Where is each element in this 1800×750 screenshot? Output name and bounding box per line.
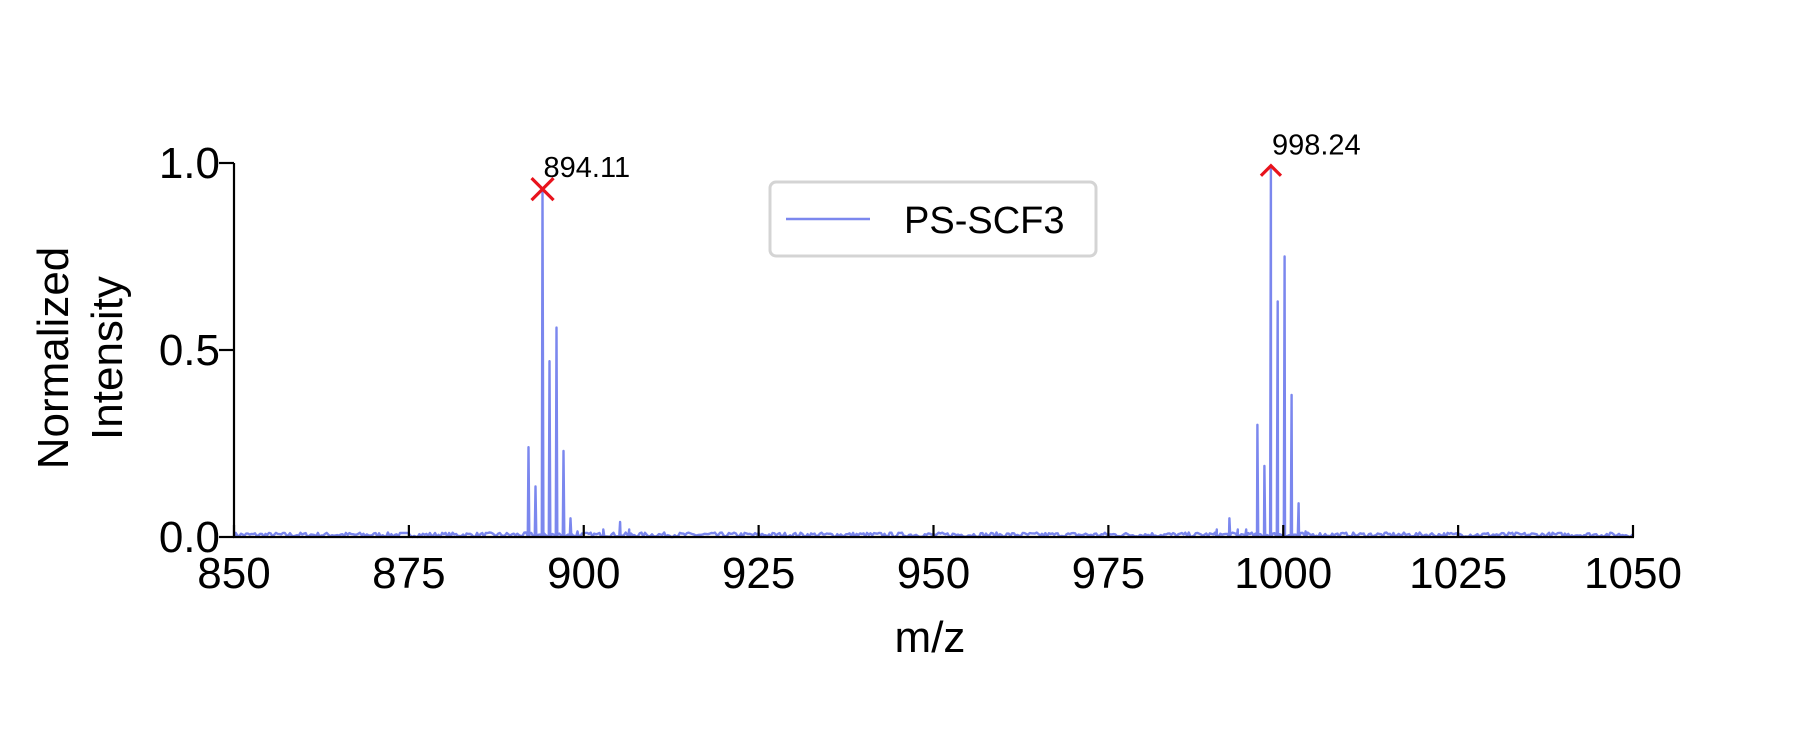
peak-marker-caret bbox=[1259, 163, 1283, 177]
legend-box bbox=[768, 180, 1098, 258]
peak-annotation-894-11: 894.11 bbox=[530, 152, 631, 202]
x-tick-label: 1000 bbox=[1234, 549, 1332, 598]
legend-entry-label: PS-SCF3 bbox=[904, 200, 1064, 242]
x-tick-label: 900 bbox=[547, 549, 620, 598]
x-tick-label: 975 bbox=[1072, 549, 1145, 598]
series-line-ps-scf3 bbox=[232, 165, 1634, 539]
x-tick-label: 1050 bbox=[1584, 549, 1682, 598]
y-axis-title-line-1: Normalized bbox=[29, 247, 78, 470]
y-tick-label: 1.0 bbox=[159, 139, 220, 188]
peak-annotation-998-24: 998.24 bbox=[1259, 130, 1361, 177]
x-tick-label: 950 bbox=[897, 549, 970, 598]
peak-label: 894.11 bbox=[544, 152, 631, 184]
x-axis-title: m/z bbox=[895, 613, 966, 662]
x-tick-label: 1025 bbox=[1409, 549, 1507, 598]
x-tick-label: 925 bbox=[722, 549, 795, 598]
ticks: 850 875 900 925 950 975 1000 1025 1050 0.0 0.5 1.0 bbox=[159, 139, 1682, 598]
y-tick-label: 0.0 bbox=[159, 513, 220, 562]
peak-label: 998.24 bbox=[1272, 130, 1361, 162]
peak-marker-x bbox=[530, 177, 555, 202]
x-tick-label: 875 bbox=[372, 549, 445, 598]
y-tick-label: 0.5 bbox=[159, 326, 220, 375]
spectrum-series bbox=[232, 165, 1634, 539]
x-tick-label: 850 bbox=[197, 549, 270, 598]
peak-annotations: 894.11 998.24 bbox=[530, 130, 1361, 202]
y-axis-title-line-2: Intensity bbox=[83, 276, 132, 440]
legend: PS-SCF3 bbox=[768, 180, 1098, 258]
